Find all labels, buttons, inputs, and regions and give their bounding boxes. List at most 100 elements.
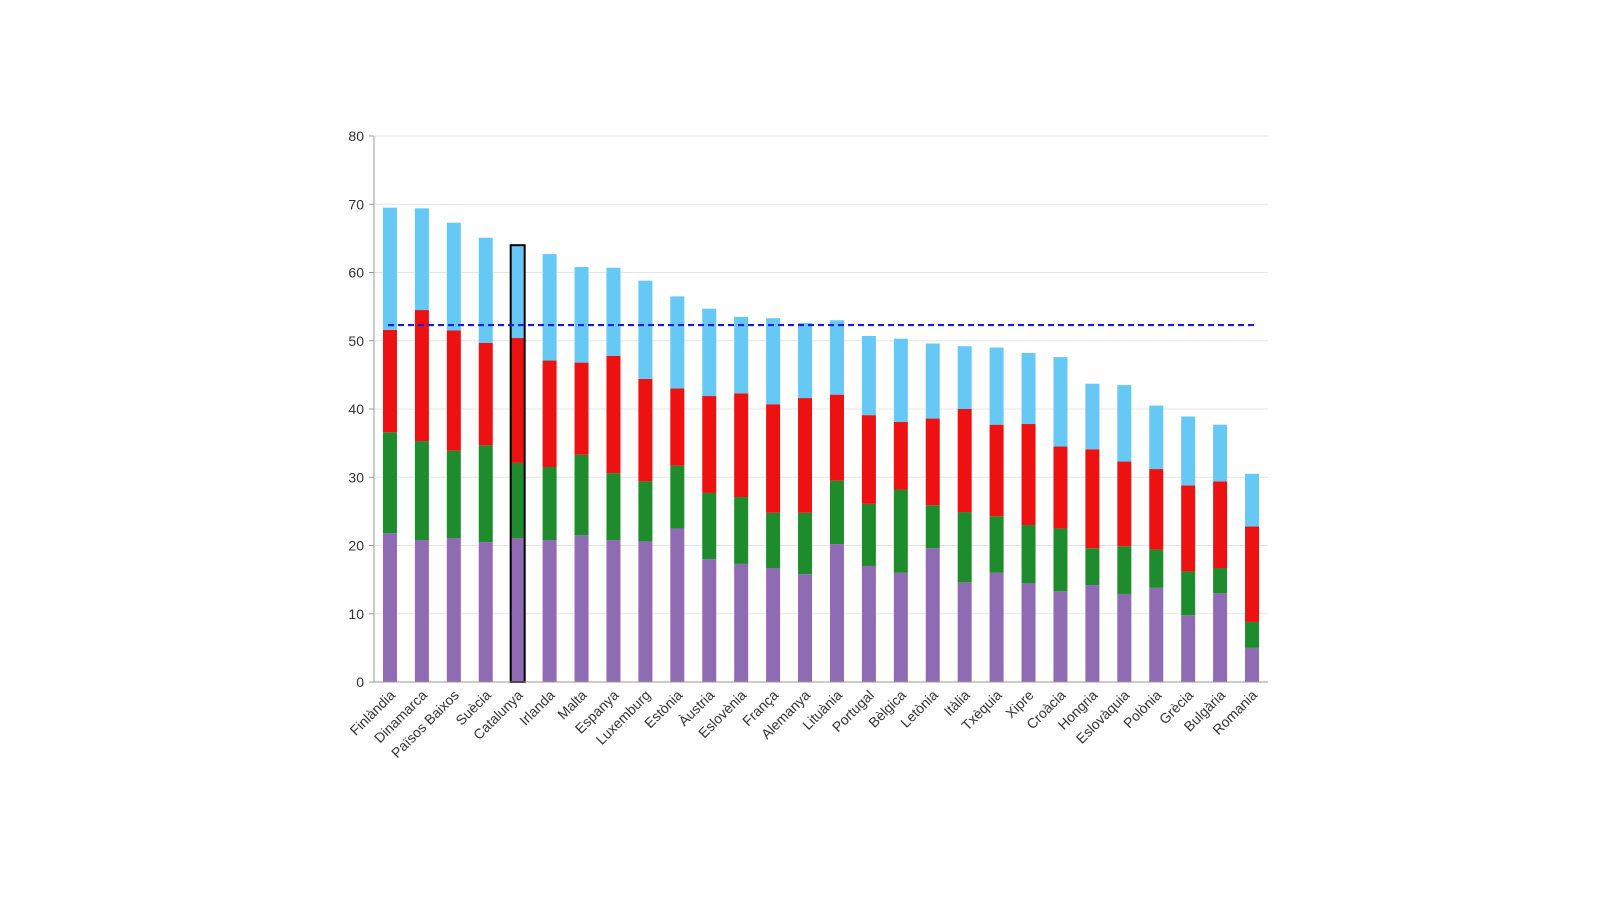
bar-segment — [1085, 585, 1100, 682]
bar-group — [1117, 385, 1132, 682]
bar-group — [1085, 383, 1100, 682]
bar-segment — [1245, 473, 1260, 527]
bar-segment — [510, 537, 525, 682]
bar-segment — [829, 394, 844, 481]
bar-segment — [989, 424, 1004, 517]
bar-segment — [1021, 353, 1036, 425]
y-tick-label: 40 — [348, 401, 364, 417]
bar-segment — [1021, 424, 1036, 526]
bar-segment — [574, 267, 589, 363]
bar-segment — [766, 568, 781, 682]
bar-segment — [766, 404, 781, 513]
bar-segment — [542, 540, 557, 682]
bar-segment — [670, 465, 685, 529]
bar-segment — [606, 540, 621, 682]
bar-segment — [510, 245, 525, 339]
bar-segment — [606, 267, 621, 356]
bar-segment — [670, 296, 685, 389]
bar-segment — [957, 512, 972, 583]
bar-segment — [414, 441, 429, 541]
bar-segment — [1117, 546, 1132, 594]
bar-segment — [702, 308, 717, 397]
bar-segment — [542, 360, 557, 468]
bar-segment — [957, 409, 972, 513]
bar-segment — [382, 533, 397, 682]
bar-segment — [1213, 481, 1228, 569]
bar-segment — [957, 346, 972, 409]
bar-segment — [1245, 621, 1260, 648]
bar-group — [574, 267, 589, 682]
bar-segment — [829, 320, 844, 395]
bar-segment — [1213, 424, 1228, 482]
bar-group — [542, 254, 557, 682]
bar-segment — [861, 415, 876, 504]
bar-segment — [893, 338, 908, 422]
bar-segment — [542, 254, 557, 361]
bar-segment — [478, 542, 493, 682]
bar-segment — [1149, 549, 1164, 588]
bar-segment — [382, 432, 397, 534]
bar-segment — [1085, 383, 1100, 450]
bar-segment — [574, 362, 589, 455]
bar-segment — [893, 421, 908, 490]
bar-segment — [1245, 526, 1260, 622]
bar-segment — [638, 541, 653, 682]
bar-segment — [638, 481, 653, 542]
bar-segment — [510, 338, 525, 463]
bar-segment — [925, 418, 940, 506]
x-tick-label: Irlanda — [516, 687, 558, 729]
bar-group — [893, 338, 908, 682]
bar-group — [925, 343, 940, 682]
bar-segment — [893, 572, 908, 682]
bar-segment — [574, 454, 589, 536]
bar-segment — [638, 378, 653, 482]
bar-segment — [1117, 385, 1132, 462]
bar-segment — [670, 388, 685, 466]
bar-segment — [446, 330, 461, 451]
bar-segment — [478, 445, 493, 543]
bar-segment — [638, 280, 653, 379]
bar-segment — [446, 222, 461, 331]
bar-segment — [1213, 568, 1228, 594]
bar-segment — [1181, 485, 1196, 572]
bar-segment — [989, 572, 1004, 682]
bar-segment — [382, 207, 397, 330]
bar-segment — [414, 540, 429, 682]
bar-group — [734, 316, 749, 682]
bar-segment — [798, 398, 813, 513]
bar-segment — [606, 355, 621, 474]
bar-group — [798, 323, 813, 682]
bar-segment — [702, 396, 717, 493]
y-tick-label: 30 — [348, 469, 364, 485]
bar-segment — [798, 512, 813, 575]
bar-segment — [766, 318, 781, 405]
bar-segment — [798, 323, 813, 399]
bar-group — [606, 267, 621, 682]
bar-segment — [1245, 647, 1260, 682]
bar-segment — [1085, 449, 1100, 549]
bar-segment — [574, 535, 589, 682]
bar-segment — [1149, 587, 1164, 682]
bar-segment — [510, 462, 525, 538]
bar-segment — [829, 544, 844, 682]
bar-segment — [702, 559, 717, 682]
y-tick-label: 20 — [348, 538, 364, 554]
bar-segment — [1213, 593, 1228, 682]
bar-segment — [542, 467, 557, 541]
bar-segment — [861, 335, 876, 416]
bar-segment — [382, 329, 397, 433]
y-tick-label: 0 — [356, 674, 364, 690]
bar-segment — [893, 489, 908, 573]
bar-segment — [861, 503, 876, 566]
gridlines — [374, 135, 1268, 615]
bar-segment — [925, 505, 940, 549]
bar-group — [670, 296, 685, 682]
bar-segment — [1085, 548, 1100, 586]
bar-group — [1245, 473, 1260, 682]
bar-segment — [1053, 357, 1068, 447]
bar-segment — [478, 237, 493, 343]
bar-segment — [798, 574, 813, 682]
bar-group — [1021, 353, 1036, 682]
bar-group — [1149, 405, 1164, 682]
